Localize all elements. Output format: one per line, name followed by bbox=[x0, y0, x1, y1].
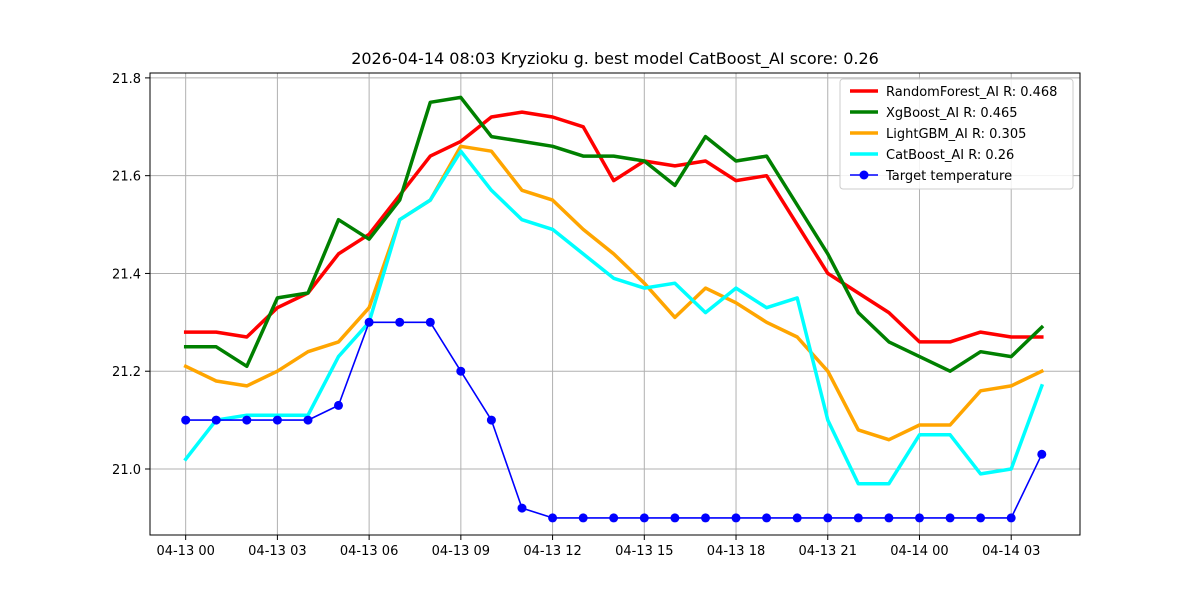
series-point bbox=[731, 513, 741, 523]
series-point bbox=[609, 513, 619, 523]
series-point bbox=[242, 415, 252, 425]
series-point bbox=[425, 317, 435, 327]
series-point bbox=[303, 415, 313, 425]
x-tick-label: 04-13 03 bbox=[248, 544, 306, 559]
series-line-2 bbox=[183, 144, 1045, 442]
series-line-3 bbox=[183, 149, 1045, 486]
x-tick-label: 04-13 06 bbox=[340, 544, 398, 559]
x-tick-label: 04-13 09 bbox=[432, 544, 490, 559]
y-tick-label: 21.8 bbox=[112, 72, 141, 87]
y-tick-label: 21.4 bbox=[112, 267, 141, 282]
x-tick-label: 04-14 00 bbox=[890, 544, 948, 559]
series-layer bbox=[181, 95, 1047, 523]
series-point bbox=[701, 513, 710, 523]
x-tick-label: 04-13 21 bbox=[799, 544, 857, 559]
legend-label: LightGBM_AI R: 0.305 bbox=[886, 127, 1026, 142]
series-point bbox=[364, 317, 374, 327]
series-point bbox=[670, 513, 680, 523]
series-point bbox=[578, 513, 588, 523]
x-tick-label: 04-13 15 bbox=[615, 544, 673, 559]
legend-label: Target temperature bbox=[885, 169, 1012, 184]
series-point bbox=[945, 513, 955, 523]
series-line-1 bbox=[183, 95, 1045, 373]
series-point bbox=[823, 513, 833, 523]
series-point bbox=[884, 513, 894, 523]
series-point bbox=[181, 415, 191, 425]
axes: 04-13 00 04-13 03 04-13 06 04-13 09 04-13 12… bbox=[112, 72, 1040, 559]
series-point bbox=[395, 317, 405, 327]
x-tick-label: 04-13 00 bbox=[156, 544, 214, 559]
series-point bbox=[272, 415, 282, 425]
series-point bbox=[792, 513, 802, 523]
series-point bbox=[976, 513, 986, 523]
x-tick-label: 04-13 12 bbox=[523, 544, 581, 559]
chart-title: 2026-04-14 08:03 Kryzioku g. best model … bbox=[351, 49, 879, 69]
series-point bbox=[548, 513, 558, 523]
series-point bbox=[334, 400, 343, 410]
y-tick-label: 21.0 bbox=[112, 463, 141, 478]
legend-label: RandomForest_AI R: 0.468 bbox=[886, 85, 1057, 100]
legend-box bbox=[839, 78, 1074, 190]
y-tick-label: 21.2 bbox=[112, 365, 141, 380]
series-point bbox=[1006, 513, 1016, 523]
series-point bbox=[853, 513, 863, 523]
series-point bbox=[915, 513, 924, 523]
series-line-0 bbox=[183, 110, 1044, 344]
y-tick-label: 21.6 bbox=[112, 170, 141, 185]
series-point bbox=[762, 513, 772, 523]
series-point bbox=[211, 415, 221, 425]
x-tick-label: 04-13 18 bbox=[707, 544, 765, 559]
legend: RandomForest_AI R: 0.468 XgBoost_AI R: 0.… bbox=[839, 78, 1074, 190]
series-point bbox=[456, 366, 466, 376]
legend-label: XgBoost_AI R: 0.465 bbox=[886, 106, 1018, 121]
legend-marker bbox=[859, 170, 869, 180]
x-tick-label: 04-14 03 bbox=[982, 544, 1040, 559]
series-point bbox=[639, 513, 649, 523]
series-point bbox=[1037, 449, 1047, 459]
plot-frame bbox=[149, 72, 1081, 536]
legend-label: CatBoost_AI R: 0.26 bbox=[886, 148, 1014, 163]
series-point bbox=[517, 503, 527, 513]
series-point bbox=[486, 415, 496, 425]
